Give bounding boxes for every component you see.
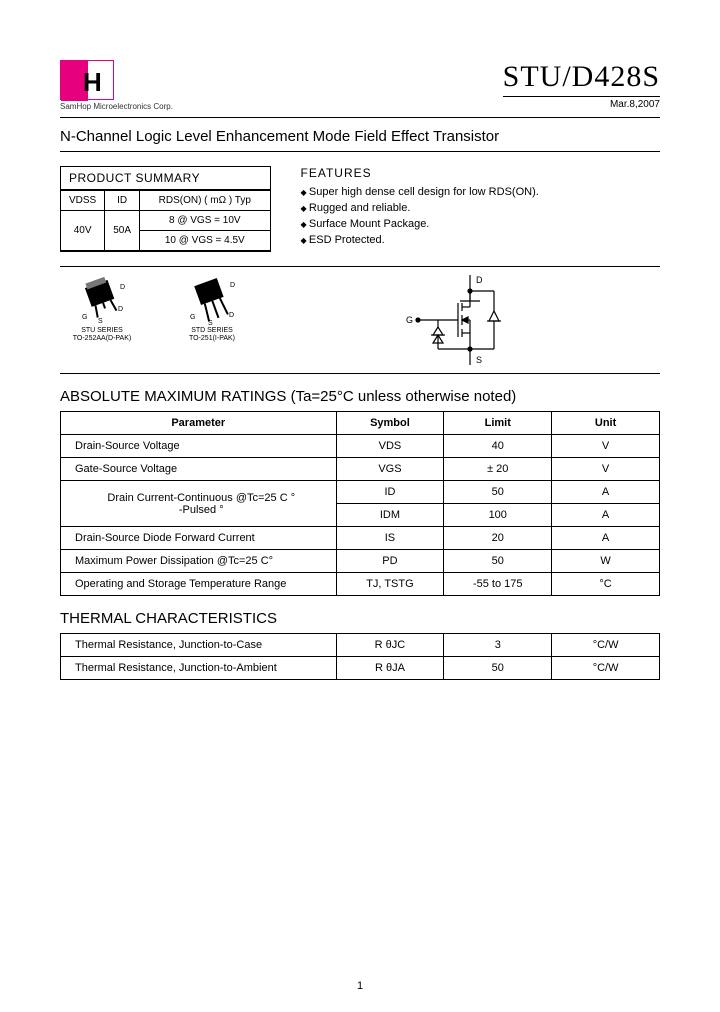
svg-text:S: S	[98, 318, 103, 325]
col-symbol: Symbol	[336, 412, 444, 435]
col-param: Parameter	[61, 412, 337, 435]
feature-item: Rugged and reliable.	[301, 202, 539, 214]
svg-text:S: S	[208, 320, 213, 325]
table-row: Drain Current-Continuous @Tc=25 C ° -Pul…	[61, 481, 660, 504]
pkg-label: STU SERIES	[81, 327, 123, 335]
table-row: Thermal Resistance, Junction-to-CaseR θJ…	[61, 634, 660, 657]
pkg-label: TO-252AA(D-PAK)	[73, 335, 131, 343]
mosfet-schematic-icon: D S G	[400, 275, 540, 365]
company-logo-icon: H	[60, 60, 114, 100]
vdss-value: 40V	[61, 211, 105, 251]
schematic: D S G	[292, 275, 648, 365]
table-row: Gate-Source VoltageVGS± 20V	[61, 458, 660, 481]
doc-date: Mar.8,2007	[503, 99, 660, 110]
feature-item: Surface Mount Package.	[301, 218, 539, 230]
col-unit: Unit	[552, 412, 660, 435]
logo-block: H SamHop Microelectronics Corp.	[60, 60, 210, 111]
thermal-table: Thermal Resistance, Junction-to-CaseR θJ…	[60, 633, 660, 680]
part-number: STU/D428S	[503, 60, 660, 94]
svg-text:S: S	[476, 355, 482, 365]
id-value: 50A	[105, 211, 140, 251]
company-name: SamHop Microelectronics Corp.	[60, 102, 210, 111]
feature-item: Super high dense cell design for low RDS…	[301, 186, 539, 198]
svg-text:G: G	[82, 314, 87, 321]
package-std: G S D D STD SERIES TO-251(I-PAK)	[182, 275, 242, 342]
svg-text:G: G	[406, 315, 413, 325]
divider	[60, 117, 660, 118]
pkg-label: TO-251(I-PAK)	[189, 335, 235, 343]
table-row: Drain-Source Diode Forward CurrentIS20A	[61, 527, 660, 550]
product-summary-box: PRODUCT SUMMARY VDSS ID RDS(ON) ( mΩ ) T…	[60, 166, 271, 252]
summary-table: VDSS ID RDS(ON) ( mΩ ) Typ 40V 50A 8 @ V…	[61, 190, 270, 251]
summary-title: PRODUCT SUMMARY	[61, 167, 270, 190]
svg-text:D: D	[120, 284, 125, 291]
thermal-title: THERMAL CHARACTERISTICS	[60, 610, 660, 627]
pkg-label: STD SERIES	[191, 327, 233, 335]
table-row: Drain-Source VoltageVDS40V	[61, 435, 660, 458]
title-block: STU/D428S Mar.8,2007	[503, 60, 660, 110]
header: H SamHop Microelectronics Corp. STU/D428…	[60, 60, 660, 111]
rds-row-0: 8 @ VGS = 10V	[140, 211, 270, 231]
header-vdss: VDSS	[61, 191, 105, 211]
package-stu: G S D D STU SERIES TO-252AA(D-PAK)	[72, 275, 132, 342]
ipak-icon: G S D D	[182, 275, 242, 325]
svg-text:D: D	[118, 306, 123, 313]
dpak-icon: G S D D	[72, 275, 132, 325]
svg-text:D: D	[476, 275, 483, 285]
col-limit: Limit	[444, 412, 552, 435]
product-subtitle: N-Channel Logic Level Enhancement Mode F…	[60, 128, 660, 145]
svg-text:G: G	[190, 314, 195, 321]
page-number: 1	[0, 980, 720, 992]
package-diagram-row: G S D D STU SERIES TO-252AA(D-PAK) G S D…	[60, 266, 660, 374]
datasheet-page: H SamHop Microelectronics Corp. STU/D428…	[0, 0, 720, 1012]
header-rds: RDS(ON) ( mΩ ) Typ	[140, 191, 270, 211]
features-list: Super high dense cell design for low RDS…	[301, 186, 539, 246]
table-row: Maximum Power Dissipation @Tc=25 C°PD50W	[61, 550, 660, 573]
rds-row-1: 10 @ VGS = 4.5V	[140, 231, 270, 251]
svg-text:D: D	[229, 312, 234, 319]
table-row: Operating and Storage Temperature RangeT…	[61, 573, 660, 596]
title-rule	[503, 96, 660, 97]
table-row: Thermal Resistance, Junction-to-AmbientR…	[61, 657, 660, 680]
divider	[60, 151, 660, 152]
svg-text:D: D	[230, 282, 235, 289]
header-id: ID	[105, 191, 140, 211]
ratings-title: ABSOLUTE MAXIMUM RATINGS (Ta=25°C unless…	[60, 388, 660, 405]
features-title: FEATURES	[301, 166, 539, 180]
features-block: FEATURES Super high dense cell design fo…	[301, 166, 539, 252]
summary-features-row: PRODUCT SUMMARY VDSS ID RDS(ON) ( mΩ ) T…	[60, 166, 660, 252]
ratings-table: Parameter Symbol Limit Unit Drain-Source…	[60, 411, 660, 596]
feature-item: ESD Protected.	[301, 234, 539, 246]
